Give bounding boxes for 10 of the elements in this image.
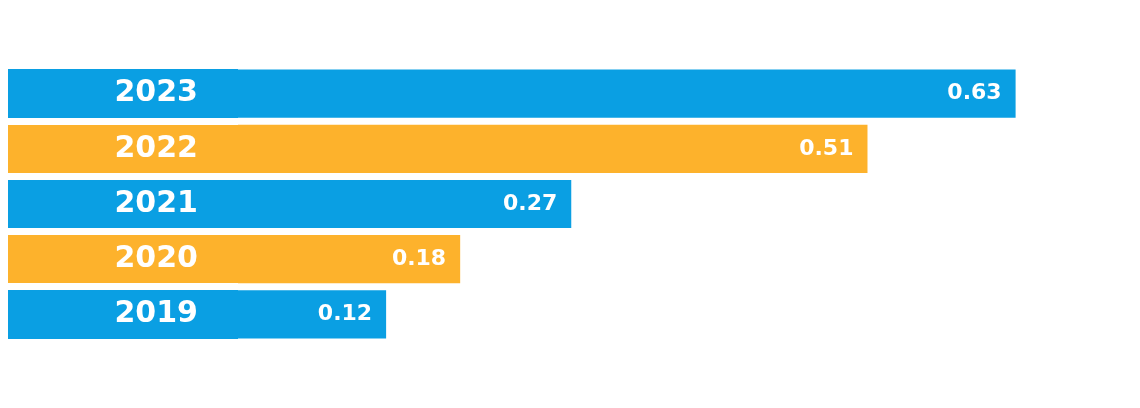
- y-tick-label: 2022: [114, 128, 198, 164]
- data-label: 0.51: [799, 134, 854, 160]
- data-label: 0.63: [947, 79, 1002, 105]
- data-label: 0.12: [317, 300, 373, 326]
- data-label: 0.27: [502, 189, 558, 215]
- y-tick-label: 2019: [114, 294, 198, 330]
- y-tick-label: 2020: [114, 239, 198, 274]
- data-label: 0.18: [391, 244, 447, 270]
- y-tick-label: 2021: [114, 183, 198, 219]
- y-tick-label: 2023: [114, 73, 198, 109]
